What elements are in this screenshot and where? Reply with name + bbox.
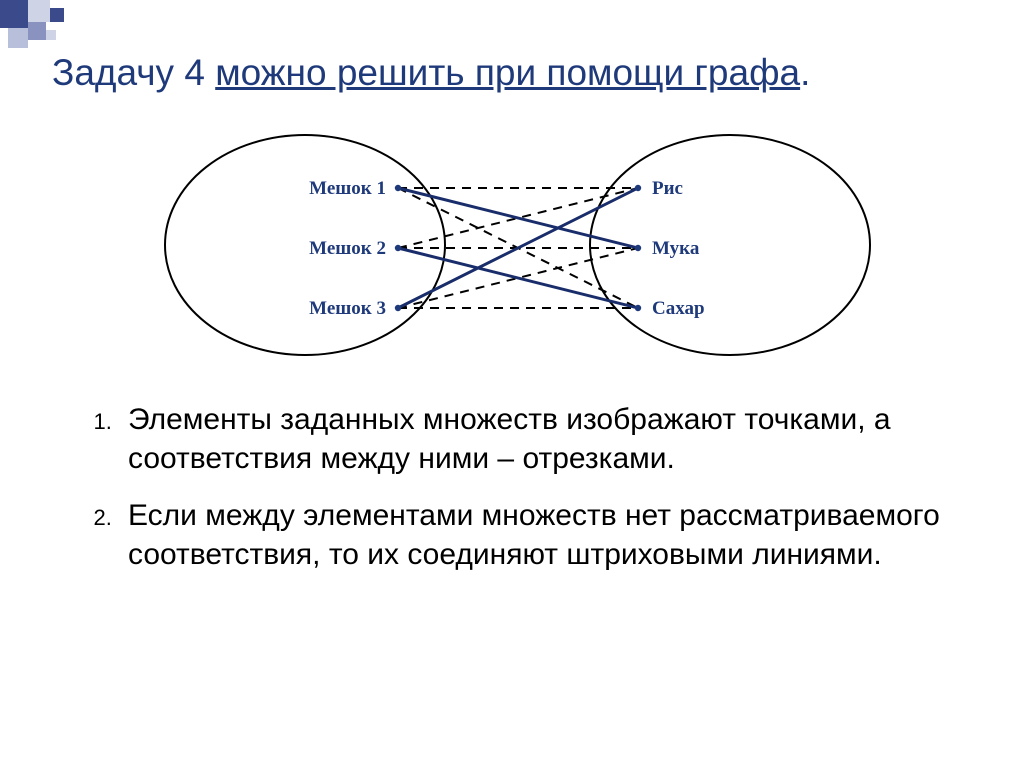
title-part-underlined: можно решить при помощи графа	[215, 52, 800, 93]
bipartite-graph-diagram: Мешок 1 Мешок 2 Мешок 3 Рис Мука Сахар	[150, 120, 890, 370]
diagram-svg: Мешок 1 Мешок 2 Мешок 3 Рис Мука Сахар	[150, 120, 890, 370]
svg-text:Мука: Мука	[652, 238, 700, 259]
list-item: Если между элементами множеств нет рассм…	[118, 496, 984, 574]
body-list: Элементы заданных множеств изображают то…	[60, 400, 984, 592]
slide-title: Задачу 4 можно решить при помощи графа.	[52, 52, 984, 95]
list-item: Элементы заданных множеств изображают то…	[118, 400, 984, 478]
svg-text:Мешок 1: Мешок 1	[309, 178, 386, 199]
title-part-tail: .	[800, 52, 810, 93]
svg-text:Сахар: Сахар	[652, 298, 705, 319]
svg-text:Мешок 2: Мешок 2	[309, 238, 386, 259]
corner-decoration	[0, 0, 120, 60]
slide: Задачу 4 можно решить при помощи графа. …	[0, 0, 1024, 768]
title-part-plain: Задачу 4	[52, 52, 215, 93]
svg-text:Рис: Рис	[652, 178, 683, 199]
svg-text:Мешок 3: Мешок 3	[309, 298, 386, 319]
